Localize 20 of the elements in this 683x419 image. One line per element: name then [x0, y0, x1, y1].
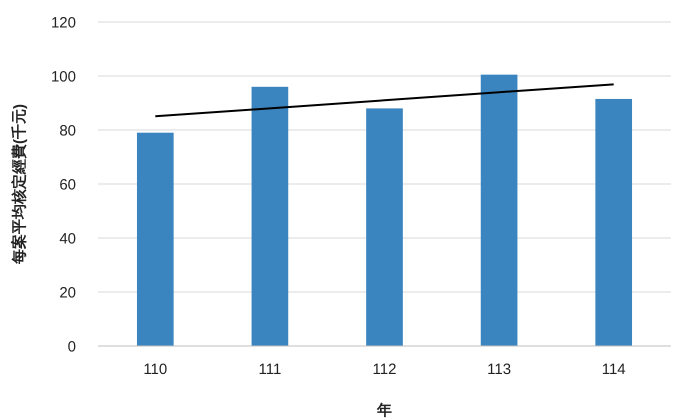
bar [252, 86, 288, 346]
y-tick-label: 120 [50, 14, 76, 32]
bar [480, 74, 518, 346]
x-axis-title: 年 [376, 402, 392, 419]
y-axis-title: 每案平均核定經費(千元) [10, 104, 28, 265]
y-tick-label: 20 [59, 284, 76, 302]
y-tick-label: 60 [59, 176, 76, 194]
y-tick-label: 100 [50, 68, 76, 86]
x-tick-label: 113 [487, 361, 512, 378]
x-tick-label: 110 [143, 361, 168, 378]
x-tick-label: 114 [602, 361, 626, 378]
y-tick-label: 0 [68, 338, 76, 356]
x-tick-label: 112 [372, 361, 396, 378]
y-tick-label: 40 [59, 230, 76, 248]
bar [595, 98, 632, 346]
y-tick-label: 80 [59, 122, 76, 140]
line-series [154, 83, 615, 118]
bar [136, 132, 174, 346]
x-tick-label: 111 [258, 361, 282, 378]
bar [366, 108, 403, 346]
